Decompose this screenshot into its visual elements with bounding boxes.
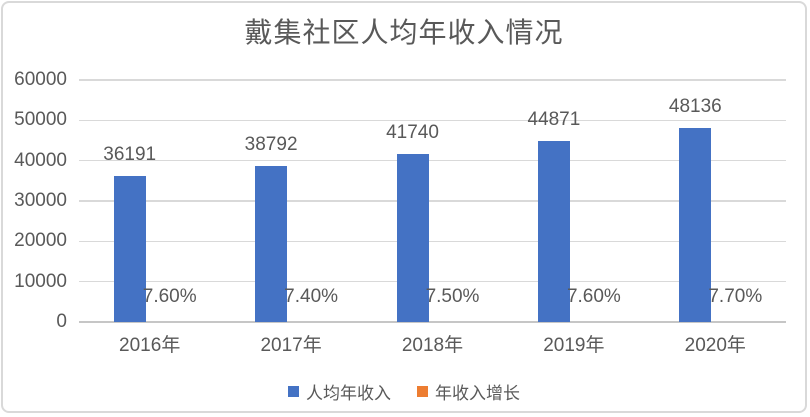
y-axis-tick-label: 40000	[7, 150, 67, 172]
plot-area: 36191 7.60% 38792 7.40% 41740 7.50% 44871 7.60%…	[79, 80, 786, 322]
growth-value-label: 7.50%	[408, 286, 498, 308]
growth-value-label: 7.60%	[549, 286, 639, 308]
legend-item-growth: 年收入增长	[417, 379, 520, 404]
legend-label-income: 人均年收入	[306, 379, 391, 404]
y-axis-tick-label: 0	[7, 311, 67, 333]
chart-legend: 人均年收入 年收入增长	[3, 379, 805, 404]
chart-title: 戴集社区人均年收入情况	[3, 15, 805, 51]
income-value-label: 41740	[368, 122, 458, 144]
gridline	[79, 79, 786, 81]
growth-value-label: 7.40%	[266, 286, 356, 308]
x-axis-tick-label: 2018年	[362, 335, 503, 357]
legend-swatch-income	[288, 386, 299, 397]
x-axis-tick-label: 2020年	[645, 335, 786, 357]
income-value-label: 36191	[85, 144, 175, 166]
y-axis-tick-label: 10000	[7, 271, 67, 293]
growth-value-label: 7.70%	[690, 286, 780, 308]
legend-item-income: 人均年收入	[288, 379, 391, 404]
income-value-label: 44871	[509, 109, 599, 131]
x-axis-tick-label: 2017年	[220, 335, 361, 357]
y-axis-tick-label: 30000	[7, 190, 67, 212]
x-axis-tick-label: 2016年	[79, 335, 220, 357]
y-axis-tick-label: 50000	[7, 109, 67, 131]
legend-label-growth: 年收入增长	[435, 379, 520, 404]
income-value-label: 38792	[226, 134, 316, 156]
growth-value-label: 7.60%	[125, 286, 215, 308]
income-value-label: 48136	[650, 96, 740, 118]
x-axis-tick-label: 2019年	[503, 335, 644, 357]
y-axis-tick-label: 20000	[7, 230, 67, 252]
legend-swatch-growth	[417, 386, 428, 397]
y-axis-tick-label: 60000	[7, 69, 67, 91]
